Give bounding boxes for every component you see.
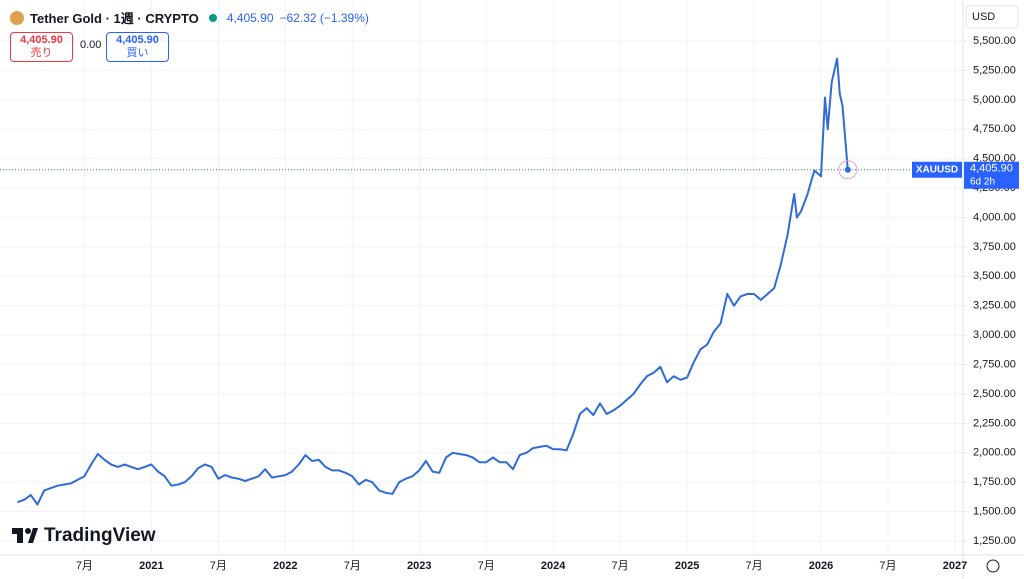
x-tick-label: 2025 [675,560,699,572]
x-tick-label: 2023 [407,560,431,572]
sell-button[interactable]: 4,405.90 売り [10,32,73,62]
sell-price: 4,405.90 [20,34,63,46]
price-line [17,57,849,506]
symbol-badge [912,161,962,178]
y-tick-label: 2,000.00 [973,447,1016,459]
x-tick-label: 7月 [210,560,227,572]
spread: 0.00 [80,39,102,51]
logo-icon [25,528,31,534]
overlay: 1,250.00 1,500.00 1,750.00 2,000.00 2,250.00… [0,35,1019,572]
y-tick-label: 3,250.00 [973,300,1016,312]
x-tick-label: 7月 [478,560,495,572]
y-tick-label: 5,000.00 [973,94,1016,106]
y-tick-label: 4,500.00 [973,153,1016,165]
x-tick-label: 7月 [76,560,93,572]
currency: USD [972,11,995,23]
y-tick-label: 4,750.00 [973,123,1016,135]
x-tick-label: 2022 [273,560,297,572]
y-tick-label: 5,500.00 [973,35,1016,47]
y-tick-label: 4,000.00 [973,211,1016,223]
x-tick-label: 7月 [612,560,629,572]
y-tick-label: 2,750.00 [973,358,1016,370]
y-tick-label: 3,750.00 [973,241,1016,253]
y-tick-label: 3,500.00 [973,270,1016,282]
market-status [208,13,217,22]
logo-text: TradingView [44,525,156,546]
logo-icon [17,528,23,543]
y-tick-label: 3,000.00 [973,329,1016,341]
y-tick-label: 1,500.00 [973,505,1016,517]
x-tick-label: 7月 [745,560,762,572]
symbol-badge-label: XAUUSD [916,164,958,175]
currency-button[interactable] [965,5,1019,29]
y-tick-label: 1,250.00 [973,535,1016,547]
price-badge-label: 4,405.90 [970,163,1013,175]
x-tick-label: 2024 [541,560,566,572]
buy-button[interactable]: 4,405.90 買い [106,32,169,62]
y-tick-label: 5,250.00 [973,64,1016,76]
y-tick-label: 1,750.00 [973,476,1016,488]
tradingview-logo[interactable]: TradingView [12,525,156,546]
x-tick-label: 2021 [139,560,163,572]
symbol-header: Tether Gold · 1週 · CRYPTO 4,405.90 −62.3… [10,8,369,27]
sell-label: 売り [30,47,53,59]
x-tick-label: 2026 [809,560,833,572]
buy-label: 買い [126,47,149,59]
x-tick-label: 7月 [879,560,896,572]
buy-price: 4,405.90 [116,34,159,46]
y-tick-label: 2,250.00 [973,417,1016,429]
x-tick-label: 7月 [344,560,361,572]
last-point-ring [838,160,858,180]
symbol-name[interactable]: Tether Gold · 1週 · CRYPTO [30,11,199,26]
y-tick-label: 2,500.00 [973,388,1016,400]
x-tick-label: 2027 [943,560,967,572]
symbol-icon [10,10,24,25]
change: −62.32 (−1.39%) [279,10,369,25]
countdown: 6d 2h [970,176,995,187]
price-badge [964,161,1019,189]
logo-icon [28,528,38,543]
last-point [844,166,851,173]
price: 4,405.90 [226,10,274,25]
settings-icon[interactable] [986,559,1000,573]
